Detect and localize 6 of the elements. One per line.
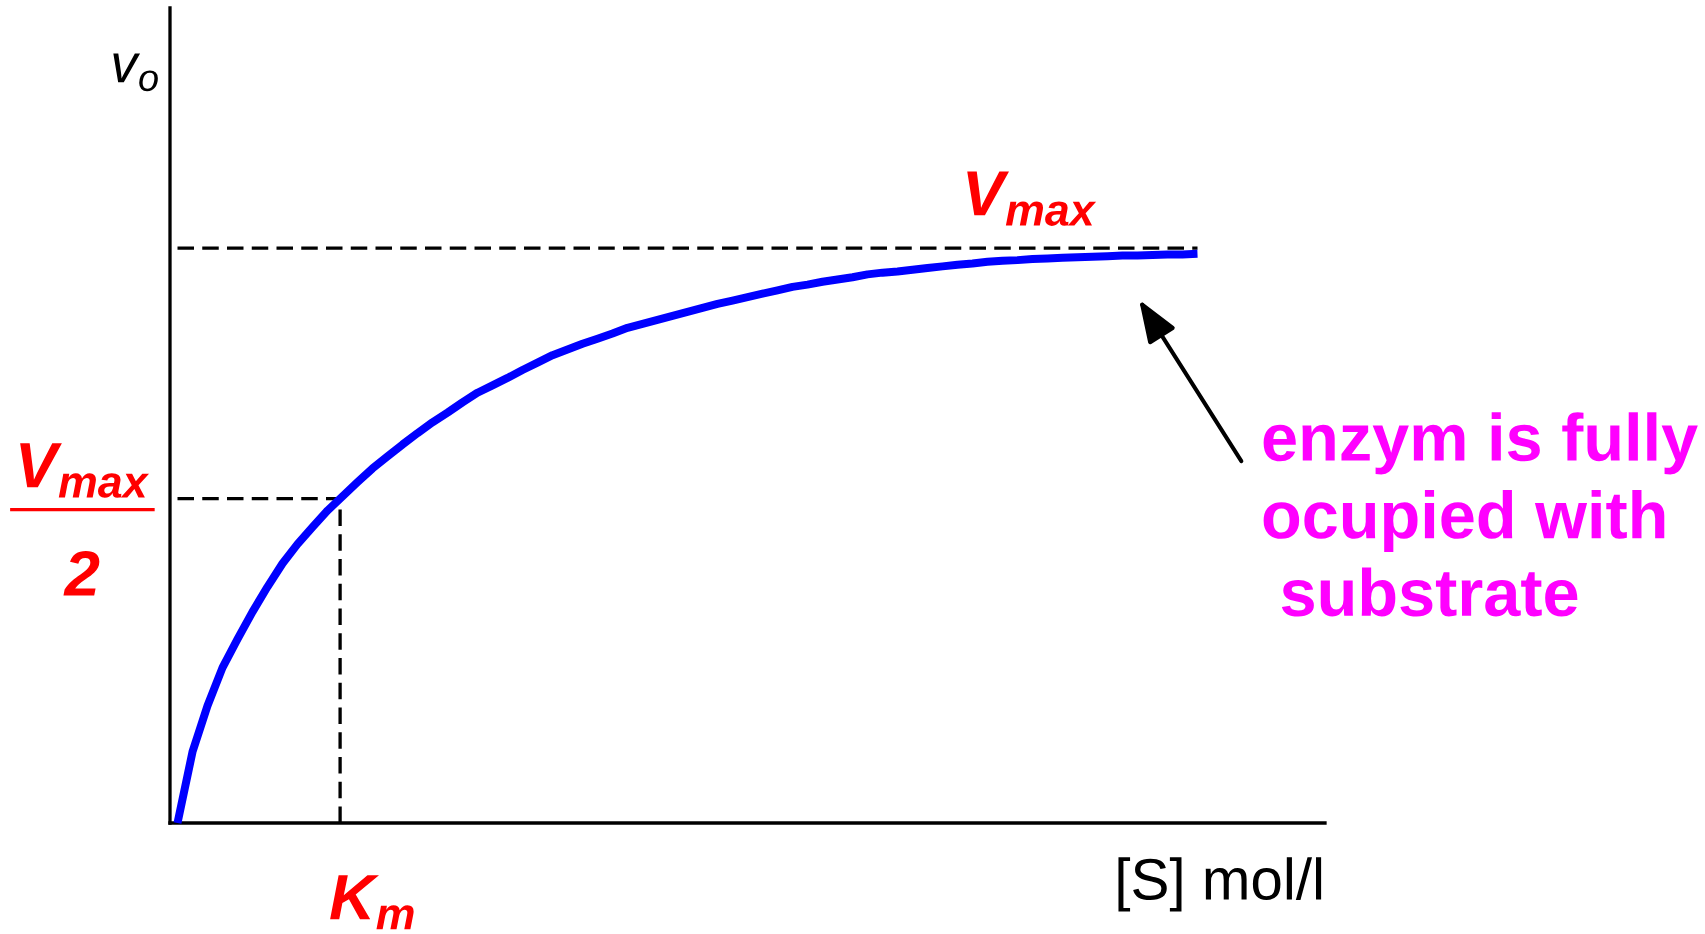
- ref-line-label: V$_{max}$ 2: [20, 443, 150, 596]
- text: K$_{m}$: [330, 875, 414, 930]
- x-axis-title: [S] mol/l: [1118, 857, 1322, 912]
- ref-line-label: V$_{max}$: [967, 171, 1097, 226]
- annotation: enzym is fully ocupied with substrate: [1263, 412, 1698, 617]
- y-axis-title: v$_{o}$: [113, 53, 158, 92]
